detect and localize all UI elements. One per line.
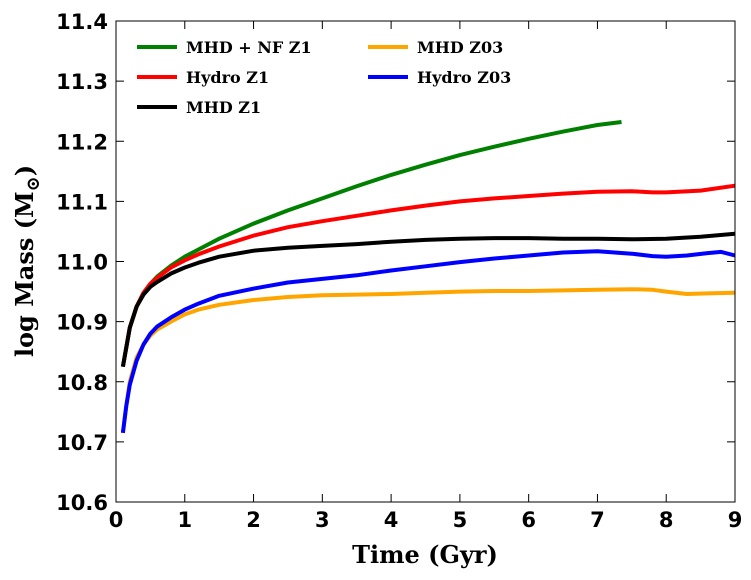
y-tick-label: 10.8 xyxy=(56,371,108,395)
series-line-1 xyxy=(120,183,736,368)
series-line-3 xyxy=(120,287,736,434)
y-tick-label: 11.2 xyxy=(56,130,108,154)
series-line-2 xyxy=(120,231,736,368)
ticks-layer: 0 1 2 3 4 5 6 7 8 9 10.6 10.7 10.8 10.9 11.0 11.1 11.2 11… xyxy=(56,10,742,532)
y-tick-label: 10.9 xyxy=(56,311,108,335)
y-tick-label: 11.3 xyxy=(56,70,108,94)
y-axis-title-subscript: ⊙ xyxy=(23,176,44,191)
x-tick-label: 1 xyxy=(177,508,192,532)
legend-label-2: MHD Z1 xyxy=(186,98,261,117)
x-tick-label: 6 xyxy=(521,508,536,532)
y-axis-title-close: ) xyxy=(10,165,39,176)
x-tick-label: 3 xyxy=(315,508,330,532)
y-tick-label: 11.1 xyxy=(56,190,108,214)
series-line-4 xyxy=(120,249,736,434)
legend: MHD + NF Z1 Hydro Z1 MHD Z1 MHD Z03 Hydro Z0… xyxy=(137,38,511,117)
x-tick-label: 0 xyxy=(109,508,124,532)
y-tick-label: 11.0 xyxy=(56,251,108,275)
x-tick-label: 4 xyxy=(384,508,399,532)
x-axis-title: Time (Gyr) xyxy=(352,540,498,569)
x-tick-label: 2 xyxy=(246,508,261,532)
series-layer xyxy=(120,120,736,434)
y-axis-title: log Mass (M⊙) xyxy=(10,165,44,357)
legend-label-0: MHD + NF Z1 xyxy=(186,38,312,57)
x-tick-label: 8 xyxy=(659,508,674,532)
y-tick-label: 10.7 xyxy=(56,431,108,455)
y-tick-label: 10.6 xyxy=(56,491,108,515)
legend-label-1: Hydro Z1 xyxy=(186,68,269,87)
x-tick-label: 7 xyxy=(590,508,605,532)
x-tick-label: 9 xyxy=(728,508,743,532)
x-tick-label: 5 xyxy=(453,508,468,532)
legend-label-4: Hydro Z03 xyxy=(417,68,511,87)
y-tick-label: 11.4 xyxy=(56,10,108,34)
y-axis-title-main: log Mass (M xyxy=(10,191,39,357)
legend-label-3: MHD Z03 xyxy=(417,38,503,57)
